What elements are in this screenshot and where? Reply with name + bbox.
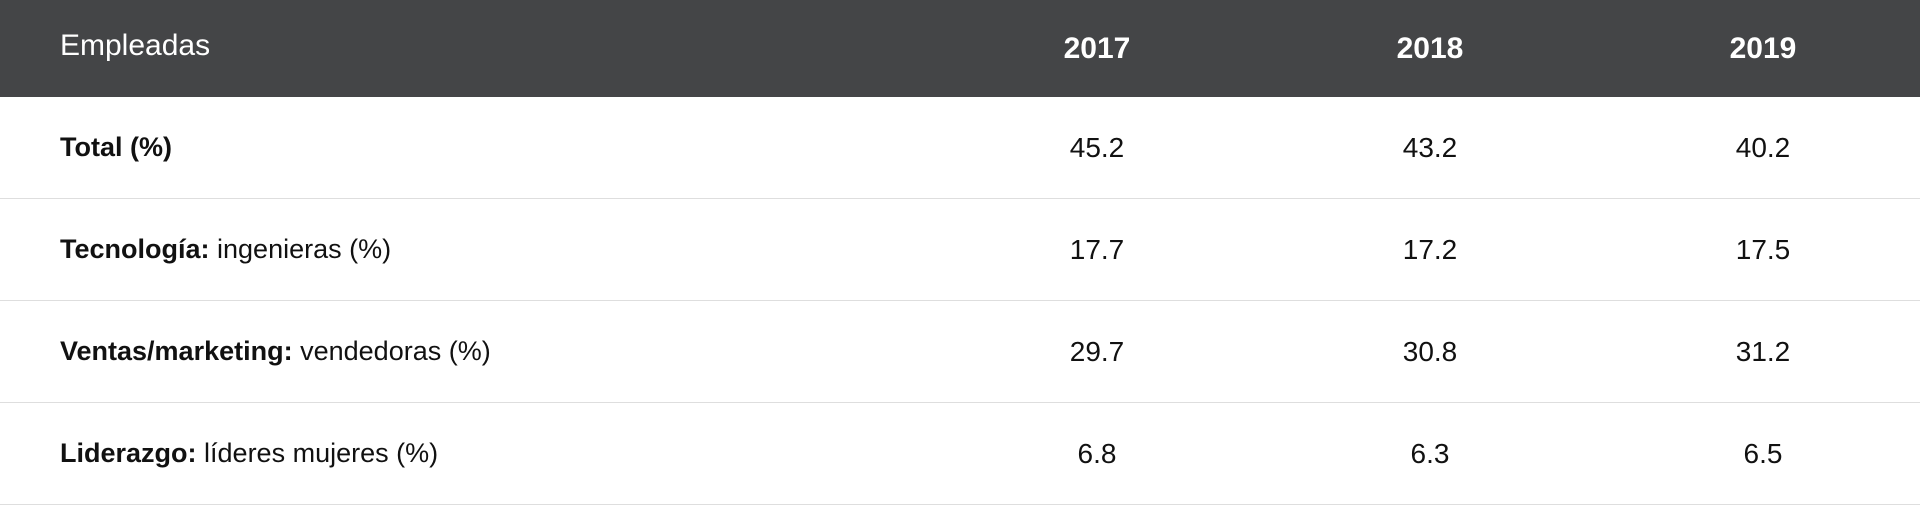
table-row: Total (%) 45.2 43.2 40.2	[0, 97, 1920, 199]
table-header-row: Empleadas 2017 2018 2019	[0, 0, 1920, 97]
cell-value: 29.7	[1069, 336, 1125, 367]
row-label-detail: líderes mujeres (%)	[204, 438, 439, 468]
header-year-2017: 2017	[1063, 32, 1131, 65]
row-label-category: Liderazgo:	[60, 438, 197, 468]
row-label-category: Ventas/marketing:	[60, 336, 293, 366]
cell-value: 31.2	[1735, 336, 1791, 367]
row-label-category: Tecnología:	[60, 234, 210, 264]
header-label: Empleadas	[60, 29, 211, 62]
cell-value: 17.7	[1069, 234, 1125, 265]
table-row: Ventas/marketing: vendedoras (%) 29.7 30…	[0, 301, 1920, 403]
cell-value: 6.5	[1743, 438, 1783, 469]
cell-value: 17.2	[1402, 234, 1458, 265]
row-label: Tecnología: ingenieras (%)	[60, 199, 391, 299]
row-label-detail: vendedoras (%)	[300, 336, 491, 366]
row-label: Ventas/marketing: vendedoras (%)	[60, 301, 491, 401]
cell-value: 17.5	[1735, 234, 1791, 265]
cell-value: 6.3	[1410, 438, 1450, 469]
cell-value: 30.8	[1402, 336, 1458, 367]
row-label-detail: ingenieras (%)	[217, 234, 392, 264]
row-label-category: Total (%)	[60, 132, 172, 162]
row-label: Liderazgo: líderes mujeres (%)	[60, 403, 438, 503]
cell-value: 43.2	[1402, 132, 1458, 163]
header-year-2018: 2018	[1396, 32, 1464, 65]
row-label: Total (%)	[60, 97, 172, 197]
table-row: Tecnología: ingenieras (%) 17.7 17.2 17.…	[0, 199, 1920, 301]
table-row: Liderazgo: líderes mujeres (%) 6.8 6.3 6…	[0, 403, 1920, 505]
cell-value: 45.2	[1069, 132, 1125, 163]
cell-value: 40.2	[1735, 132, 1791, 163]
cell-value: 6.8	[1077, 438, 1117, 469]
header-year-2019: 2019	[1729, 32, 1797, 65]
